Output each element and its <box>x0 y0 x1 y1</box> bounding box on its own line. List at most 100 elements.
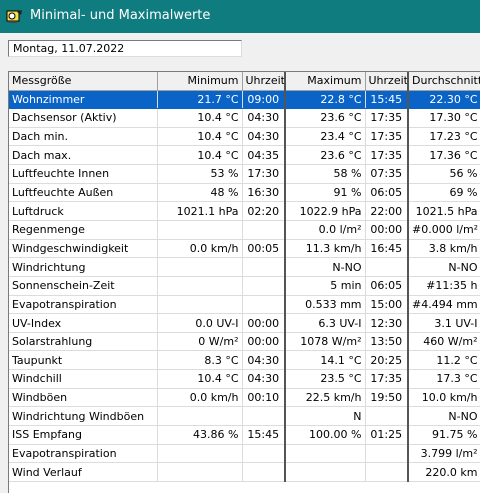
minimum-cell <box>157 462 243 482</box>
column-header-maximum[interactable]: Maximum <box>285 72 366 91</box>
average-cell: 11.2 °C <box>408 350 480 371</box>
minimum-cell <box>157 257 243 277</box>
maximum-cell: 5 min <box>285 276 366 296</box>
average-cell: 3.799 l/m² <box>408 444 480 464</box>
date-field[interactable]: Montag, 11.07.2022 <box>8 40 242 57</box>
measure-cell: Evapotranspiration <box>9 295 158 315</box>
max-time-cell: 12:30 <box>365 313 409 333</box>
max-time-cell: 15:45 <box>365 90 409 110</box>
max-time-cell: 15:00 <box>365 295 409 315</box>
max-time-cell: 19:50 <box>365 388 409 408</box>
max-time-cell: 20:25 <box>365 350 409 371</box>
table-row[interactable]: Dach min. 10.4 °C 04:30 23.4 °C 17:35 17.23 °… <box>9 127 480 147</box>
min-time-cell <box>242 295 286 315</box>
maximum-cell: 14.1 °C <box>285 350 366 371</box>
table-row[interactable]: Luftfeuchte Innen 53 % 17:30 58 % 07:35 56 % <box>9 164 480 184</box>
table-row[interactable]: Dachsensor (Aktiv) 10.4 °C 04:30 23.6 °C 17:… <box>9 108 480 128</box>
min-time-cell: 15:45 <box>242 425 286 445</box>
average-cell: 220.0 km <box>408 462 480 482</box>
weather-station-icon <box>6 10 22 23</box>
table-row[interactable]: Regenmenge 0.0 l/m² 00:00 #0.000 l/m² <box>9 220 480 240</box>
minimum-cell: 48 % <box>157 183 243 203</box>
column-header-average[interactable]: Durchschnitt <box>408 72 480 91</box>
table-row[interactable]: Wind Verlauf 220.0 km <box>9 462 480 482</box>
average-cell: N-NO <box>408 257 480 277</box>
minimum-cell: 21.7 °C <box>157 90 243 110</box>
average-cell: 91.75 % <box>408 425 480 445</box>
maximum-cell: 1022.9 hPa <box>285 201 366 221</box>
average-cell: 3.8 km/h <box>408 239 480 259</box>
minimum-cell: 53 % <box>157 164 243 184</box>
minimum-cell <box>157 276 243 296</box>
minimum-cell: 0.0 km/h <box>157 239 243 259</box>
table-header-row: Messgröße Minimum Uhrzeit Maximum Uhrzei… <box>9 72 480 91</box>
column-header-max-time[interactable]: Uhrzeit <box>365 72 409 91</box>
table-row[interactable]: Taupunkt 8.3 °C 04:30 14.1 °C 20:25 11.2 °C <box>9 350 480 371</box>
average-cell: #4.494 mm <box>408 295 480 315</box>
column-header-measure[interactable]: Messgröße <box>9 72 158 91</box>
measure-cell: Evapotranspiration <box>9 444 158 464</box>
table-row[interactable]: Windrichtung N-NO N-NO <box>9 257 480 277</box>
average-cell: N-NO <box>408 406 480 427</box>
minimum-cell: 10.4 °C <box>157 369 243 389</box>
table-row[interactable]: Sonnenschein-Zeit 5 min 06:05 #11:35 h <box>9 276 480 296</box>
column-header-minimum[interactable]: Minimum <box>157 72 243 91</box>
table-row[interactable]: ISS Empfang 43.86 % 15:45 100.00 % 01:25 91.7… <box>9 425 480 445</box>
measure-cell: Luftfeuchte Außen <box>9 183 158 203</box>
max-time-cell: 17:35 <box>365 369 409 389</box>
table-row[interactable]: Solarstrahlung 0 W/m² 00:00 1078 W/m² 13:50 4… <box>9 332 480 352</box>
measure-cell: Luftdruck <box>9 201 158 221</box>
average-cell: 3.1 UV-I <box>408 313 480 333</box>
column-header-min-time[interactable]: Uhrzeit <box>242 72 286 91</box>
minimum-cell: 0.0 km/h <box>157 388 243 408</box>
measure-cell: Regenmenge <box>9 220 158 240</box>
minimum-cell: 10.4 °C <box>157 108 243 128</box>
measure-cell: Windböen <box>9 388 158 408</box>
minimum-cell: 1021.1 hPa <box>157 201 243 221</box>
table-row[interactable]: Evapotranspiration 0.533 mm 15:00 #4.494 mm <box>9 295 480 315</box>
table-row[interactable]: Windgeschwindigkeit 0.0 km/h 00:05 11.3 km/… <box>9 239 480 259</box>
maximum-cell: 58 % <box>285 164 366 184</box>
table-row[interactable]: Dach max. 10.4 °C 04:35 23.6 °C 17:35 17.36 °… <box>9 145 480 166</box>
table-row[interactable]: Windböen 0.0 km/h 00:10 22.5 km/h 19:50 10.0 … <box>9 388 480 408</box>
min-time-cell: 17:30 <box>242 164 286 184</box>
min-time-cell: 04:35 <box>242 145 286 166</box>
table-row[interactable]: Luftfeuchte Außen 48 % 16:30 91 % 06:05 69 % <box>9 183 480 203</box>
min-time-cell: 04:30 <box>242 350 286 371</box>
max-time-cell: 22:00 <box>365 201 409 221</box>
measure-cell: Wohnzimmer <box>9 90 158 110</box>
max-time-cell: 07:35 <box>365 164 409 184</box>
min-time-cell <box>242 257 286 277</box>
maximum-cell: 23.6 °C <box>285 145 366 166</box>
min-time-cell <box>242 220 286 240</box>
measure-cell: Dachsensor (Aktiv) <box>9 108 158 128</box>
minimum-cell: 0.0 UV-I <box>157 313 243 333</box>
minimum-cell: 10.4 °C <box>157 127 243 147</box>
minimum-cell: 43.86 % <box>157 425 243 445</box>
max-time-cell: 17:35 <box>365 108 409 128</box>
min-time-cell <box>242 276 286 296</box>
table-row[interactable]: UV-Index 0.0 UV-I 00:00 6.3 UV-I 12:30 3.1 UV… <box>9 313 480 333</box>
average-cell: 69 % <box>408 183 480 203</box>
measure-cell: Windrichtung <box>9 257 158 277</box>
max-time-cell: 13:50 <box>365 332 409 352</box>
values-table[interactable]: Messgröße Minimum Uhrzeit Maximum Uhrzei… <box>8 71 480 493</box>
max-time-cell: 06:05 <box>365 183 409 203</box>
table-row[interactable]: Windchill 10.4 °C 04:30 23.5 °C 17:35 17.3 °C <box>9 369 480 389</box>
measure-cell: UV-Index <box>9 313 158 333</box>
table-row[interactable]: Wohnzimmer 21.7 °C 09:00 22.8 °C 15:45 22.30 … <box>9 90 480 110</box>
minimum-cell: 10.4 °C <box>157 145 243 166</box>
table-row[interactable]: Windrichtung Windböen N N-NO <box>9 406 480 427</box>
max-time-cell <box>365 406 409 427</box>
min-time-cell: 09:00 <box>242 90 286 110</box>
average-cell: 22.30 °C <box>408 90 480 110</box>
table-row[interactable]: Luftdruck 1021.1 hPa 02:20 1022.9 hPa 22:00 1… <box>9 201 480 221</box>
maximum-cell: N-NO <box>285 257 366 277</box>
maximum-cell <box>285 444 366 464</box>
maximum-cell: 100.00 % <box>285 425 366 445</box>
table-row[interactable]: Evapotranspiration 3.799 l/m² <box>9 444 480 464</box>
measure-cell: Dach max. <box>9 145 158 166</box>
min-time-cell: 00:00 <box>242 313 286 333</box>
min-time-cell: 00:05 <box>242 239 286 259</box>
average-cell: #11:35 h <box>408 276 480 296</box>
